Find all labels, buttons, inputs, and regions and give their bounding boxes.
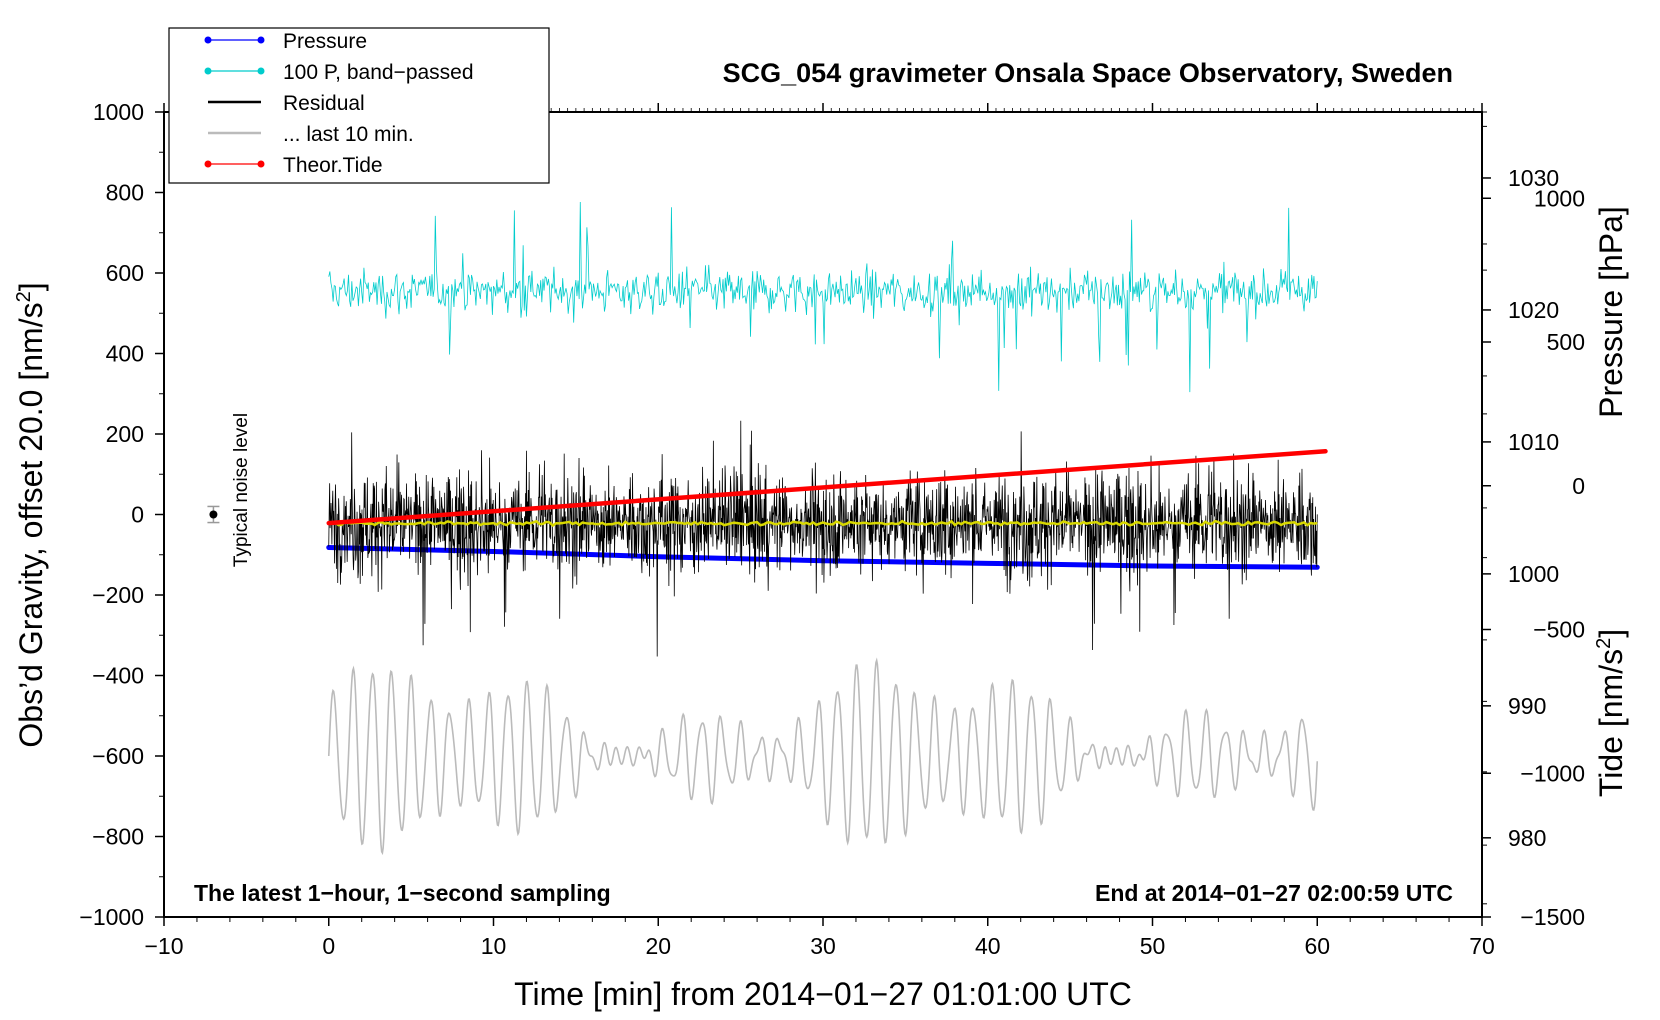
x-tick-label: 50 [1140,933,1166,959]
y-axis-tide-title: Tide [nm/s2] [1593,629,1629,797]
y-tick-label: 600 [106,260,144,286]
y-tick-label: 0 [131,502,144,528]
legend-label-tide: Theor.Tide [283,154,383,177]
pressure-tick-label: 990 [1508,693,1546,719]
legend-label-pressure: Pressure [283,30,367,53]
x-axis-title: Time [min] from 2014−01−27 01:01:00 UTC [514,976,1132,1012]
tide-tick-label: 1000 [1534,185,1585,211]
y-tide-title-sup: 2 [1593,638,1615,649]
y-tick-label: −800 [92,824,144,850]
tide-tick-label: −1000 [1520,760,1585,786]
y-tick-label: −600 [92,743,144,769]
pressure-tick-label: 980 [1508,825,1546,851]
x-tick-label: 40 [975,933,1001,959]
pressure-tick-label: 1020 [1508,297,1559,323]
pressure-tick-label: 1030 [1508,165,1559,191]
legend-marker-tide [204,160,212,168]
tide-tick-label: −1500 [1520,904,1585,930]
pressure-tick-label: 1010 [1508,429,1559,455]
series-residual-line [328,420,1318,657]
legend-label-bandpassed: 100 P, band−passed [283,61,474,84]
legend-entry-pressure: Pressure [204,30,367,53]
annotation-end-time: End at 2014−01−27 02:00:59 UTC [1095,880,1453,906]
series-last10-line [327,657,1319,856]
y-tick-label: 800 [106,180,144,206]
series-layer [326,202,1328,856]
legend-entry-residual: Residual [208,92,365,115]
y-left-title-close: ] [13,282,49,291]
x-tick-label: 0 [322,933,335,959]
x-tick-label: 70 [1469,933,1495,959]
x-tick-label: 10 [481,933,507,959]
legend: Pressure 100 P, band−passed Residual ...… [168,27,550,184]
y-axis-left: −1000 −800 −600 −400 −200 0 200 400 600 800 1000 [79,99,164,930]
y-axis-left-title: Obs’d Gravity, offset 20.0 [nm/s2] [13,282,49,747]
x-tick-label: 30 [810,933,836,959]
legend-marker-pressure-end [257,36,265,44]
y-tick-label: −200 [92,582,144,608]
y-axis-tide: −1500 −1000 −500 0 500 1000 [1482,125,1585,930]
y-tick-label: 400 [106,341,144,367]
legend-marker-tide-end [257,160,265,168]
tide-tick-label: 0 [1572,473,1585,499]
x-axis: −10 0 10 20 30 40 50 60 70 [144,103,1495,959]
y-tick-label: 1000 [93,99,144,125]
y-left-title-sup: 2 [13,291,35,302]
legend-marker-bandpassed-end [257,67,265,75]
y-tick-label: −1000 [79,904,144,930]
pressure-tick-label: 1000 [1508,561,1559,587]
series-residual-smoothed-line [328,519,1318,528]
chart-title: SCG_054 gravimeter Onsala Space Observat… [723,58,1453,88]
legend-marker-bandpassed [204,67,212,75]
x-tick-label: 20 [645,933,671,959]
series-bandpassed-line [328,202,1318,393]
legend-entry-bandpassed: 100 P, band−passed [204,61,474,84]
y-tide-title-main: Tide [nm/s [1593,649,1629,797]
x-tick-label: −10 [144,933,183,959]
legend-label-last10: ... last 10 min. [283,123,414,146]
annotation-sampling: The latest 1−hour, 1−second sampling [194,880,611,906]
series-pressure-line [326,544,1320,570]
tide-tick-label: −500 [1533,617,1585,643]
noise-label: Typical noise level [231,413,252,567]
noise-marker [207,505,220,524]
series-tide-line [326,449,1328,526]
y-tick-label: 200 [106,421,144,447]
legend-marker-pressure [204,36,212,44]
y-axis-pressure: 980 990 1000 1010 1020 1030 [1482,111,1559,905]
x-tick-label: 60 [1304,933,1330,959]
y-left-title-main: Obs’d Gravity, offset 20.0 [nm/s [13,302,49,747]
legend-box [168,27,550,184]
tide-tick-label: 500 [1547,329,1585,355]
y-tick-label: −400 [92,663,144,689]
legend-label-residual: Residual [283,92,365,115]
legend-entry-last10: ... last 10 min. [208,123,414,146]
noise-dot [209,510,218,519]
y-tide-title-close: ] [1593,629,1629,638]
legend-entry-tide: Theor.Tide [204,154,383,177]
y-axis-pressure-title: Pressure [hPa] [1593,206,1629,418]
